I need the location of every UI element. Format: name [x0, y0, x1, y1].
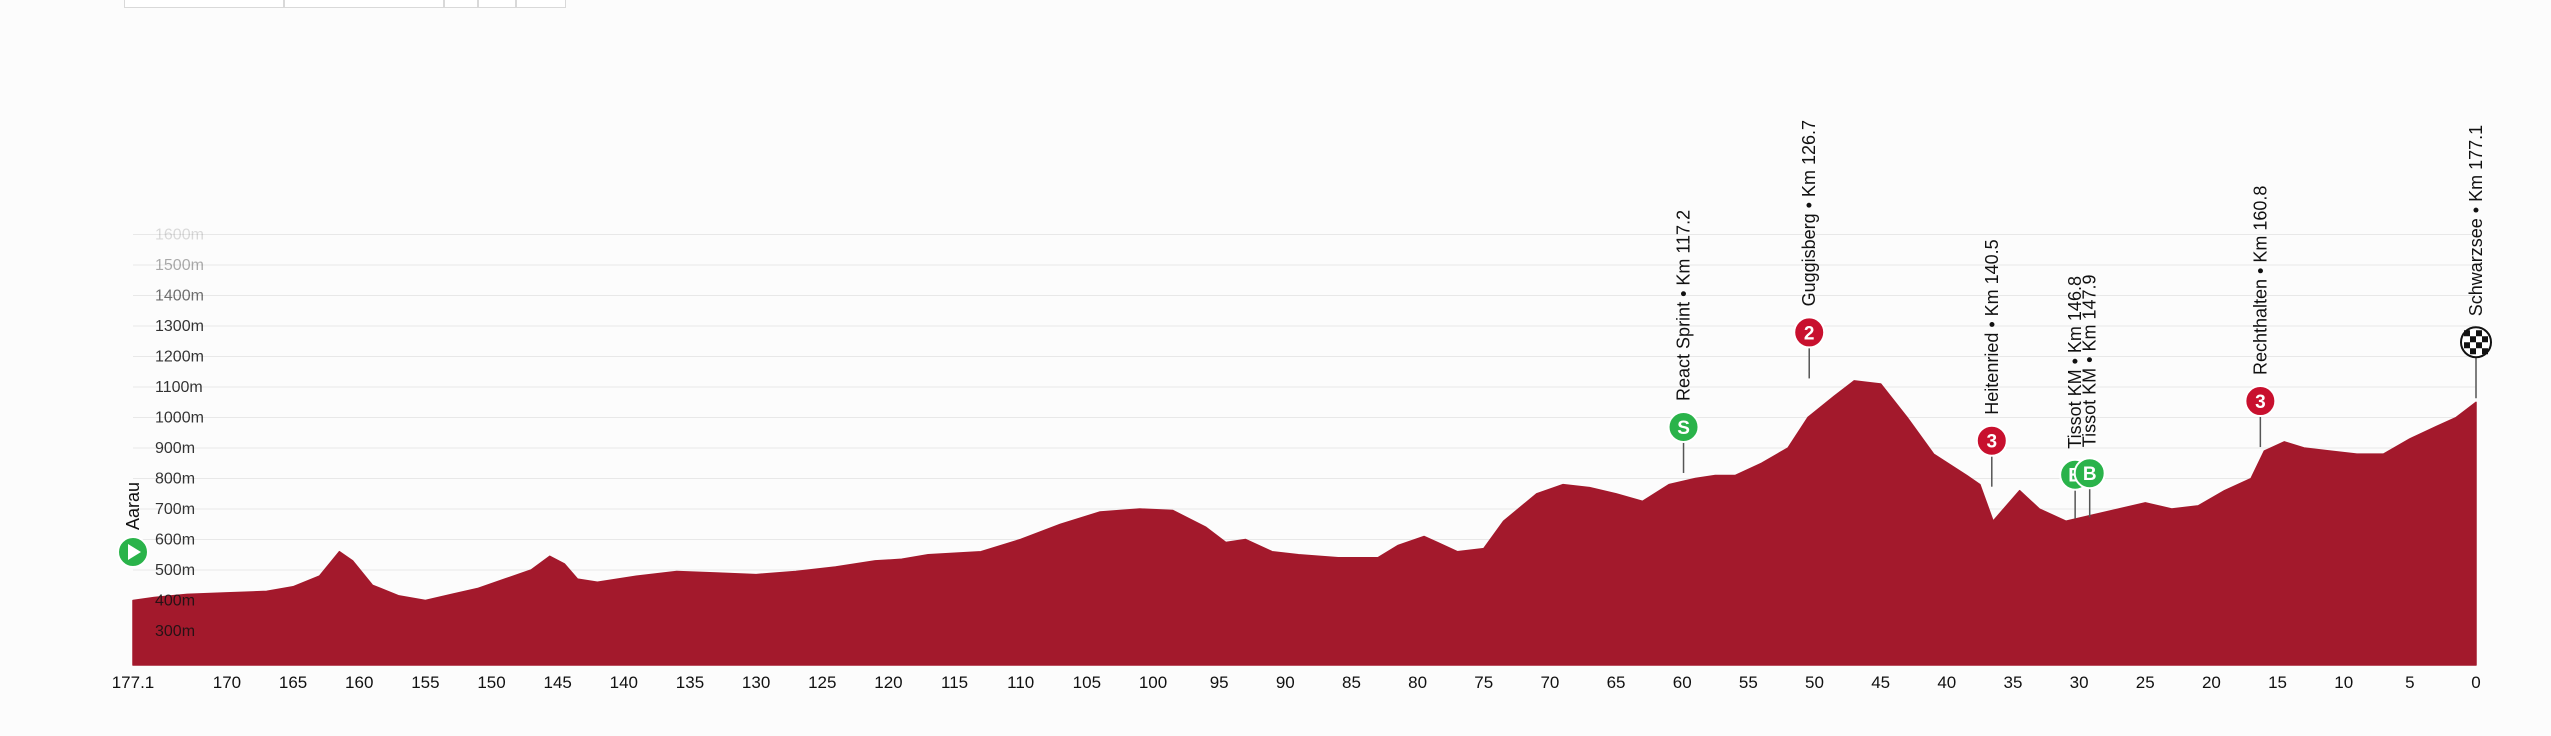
- x-tick-label: 25: [2136, 673, 2155, 692]
- route-point-7: Schwarzsee • Km 177.1: [2460, 125, 2492, 399]
- checker-square: [2482, 348, 2488, 355]
- top-tab-3[interactable]: [444, 0, 478, 8]
- x-tick-label: 140: [610, 673, 638, 692]
- x-tick-label: 40: [1937, 673, 1956, 692]
- route-point-1: S React Sprint • Km 117.2: [1667, 210, 1700, 473]
- top-tab-1[interactable]: [124, 0, 284, 8]
- x-tick-label: 170: [213, 673, 241, 692]
- x-tick-label: 160: [345, 673, 373, 692]
- x-tick-label: 105: [1073, 673, 1101, 692]
- route-point-label: Rechthalten • Km 160.8: [2250, 186, 2270, 375]
- x-tick-label: 165: [279, 673, 307, 692]
- checker-square: [2476, 330, 2482, 337]
- start-label: Aarau: [123, 482, 143, 530]
- x-tick-label: 150: [477, 673, 505, 692]
- x-tick-label: 90: [1276, 673, 1295, 692]
- climb-category-icon: [1975, 424, 2008, 457]
- elevation-profile-area: [132, 380, 2477, 666]
- play-triangle-icon: [128, 544, 141, 560]
- x-tick-label: 75: [1474, 673, 1493, 692]
- y-tick-label: 1400m: [155, 288, 204, 305]
- y-tick-label: 800m: [155, 471, 195, 488]
- checker-square: [2482, 336, 2488, 343]
- x-tick-label: 145: [543, 673, 571, 692]
- y-tick-label: 700m: [155, 501, 195, 518]
- x-tick-label: 0: [2471, 673, 2480, 692]
- route-point-6: 3 Rechthalten • Km 160.8: [2244, 186, 2277, 448]
- top-tab-5[interactable]: [516, 0, 566, 8]
- top-tab-4[interactable]: [478, 0, 516, 8]
- x-tick-label: 85: [1342, 673, 1361, 692]
- x-tick-label: 20: [2202, 673, 2221, 692]
- x-tick-label: 15: [2268, 673, 2287, 692]
- finish-flag-icon: [2460, 326, 2492, 359]
- route-point-2: 2 Guggisberg • Km 126.7: [1793, 120, 1826, 379]
- route-point-label: Guggisberg • Km 126.7: [1799, 120, 1819, 306]
- x-tick-label: 155: [411, 673, 439, 692]
- route-point-5: B Tissot KM • Km 147.9: [2073, 275, 2106, 518]
- x-tick-label: 80: [1408, 673, 1427, 692]
- x-tick-label: 125: [808, 673, 836, 692]
- x-tick-label: 120: [874, 673, 902, 692]
- route-point-label: Schwarzsee • Km 177.1: [2466, 125, 2486, 316]
- checker-square: [2464, 330, 2470, 337]
- x-tick-label: 5: [2405, 673, 2414, 692]
- y-tick-label: 1100m: [155, 379, 203, 396]
- x-tick-label: 100: [1139, 673, 1167, 692]
- route-point-label: React Sprint • Km 117.2: [1674, 210, 1694, 401]
- x-tick-label: 177.1: [112, 673, 155, 692]
- y-tick-label: 1600m: [155, 227, 204, 244]
- y-tick-label: 1300m: [155, 318, 204, 335]
- y-axis-tick-labels: 300m 400m 500m 600m 700m 800m 900m 1000m 1100m 12…: [155, 227, 204, 641]
- y-tick-label: 400m: [155, 593, 195, 610]
- elevation-area: [132, 380, 2477, 666]
- route-point-label: Heitenried • Km 140.5: [1982, 239, 2002, 414]
- marker-icon-text: 3: [2255, 392, 2266, 413]
- x-tick-label: 130: [742, 673, 770, 692]
- x-tick-label: 70: [1540, 673, 1559, 692]
- x-tick-label: 135: [676, 673, 704, 692]
- y-tick-label: 500m: [155, 562, 195, 579]
- x-tick-label: 55: [1739, 673, 1758, 692]
- start-marker: Aarau: [117, 482, 149, 568]
- bonus-icon: [2073, 457, 2106, 490]
- x-axis-tick-labels: 177.1 170 165 160 155 150 145 140 135 130 125 120 11…: [112, 673, 2481, 692]
- y-tick-label: 900m: [155, 440, 195, 457]
- x-tick-label: 50: [1805, 673, 1824, 692]
- top-tab-2[interactable]: [284, 0, 444, 8]
- x-tick-label: 115: [941, 673, 968, 692]
- climb-category-icon: [1793, 316, 1826, 349]
- sprint-icon: [1667, 410, 1700, 443]
- y-tick-label: 1200m: [155, 349, 204, 366]
- y-tick-label: 300m: [155, 623, 195, 640]
- x-tick-label: 110: [1007, 673, 1034, 692]
- top-tab-strip: [124, 0, 566, 8]
- route-point-label: Tissot KM • Km 146.8: [2065, 276, 2085, 449]
- route-markers: Aarau S React Sprint • Km 117.2 2 Guggisberg…: [117, 120, 2492, 568]
- x-tick-label: 30: [2070, 673, 2089, 692]
- checker-square: [2470, 336, 2476, 343]
- x-tick-label: 60: [1673, 673, 1692, 692]
- climb-category-icon: [2244, 385, 2277, 418]
- x-tick-label: 95: [1210, 673, 1229, 692]
- y-tick-label: 600m: [155, 532, 195, 549]
- x-tick-label: 35: [2003, 673, 2022, 692]
- route-point-3: 3 Heitenried • Km 140.5: [1975, 239, 2008, 487]
- marker-icon-text: 3: [1986, 432, 1997, 453]
- checker-square: [2470, 348, 2476, 355]
- marker-icon-text: S: [1677, 418, 1690, 439]
- route-point-label: Tissot KM • Km 147.9: [2080, 275, 2100, 448]
- x-tick-label: 45: [1871, 673, 1890, 692]
- x-tick-label: 65: [1607, 673, 1626, 692]
- marker-icon-text: B: [2083, 464, 2097, 485]
- checker-square: [2476, 342, 2482, 349]
- y-tick-label: 1000m: [155, 410, 204, 427]
- y-tick-label: 1500m: [155, 257, 204, 274]
- x-tick-label: 10: [2334, 673, 2353, 692]
- marker-icon-text: 2: [1804, 323, 1815, 344]
- checker-square: [2464, 342, 2470, 349]
